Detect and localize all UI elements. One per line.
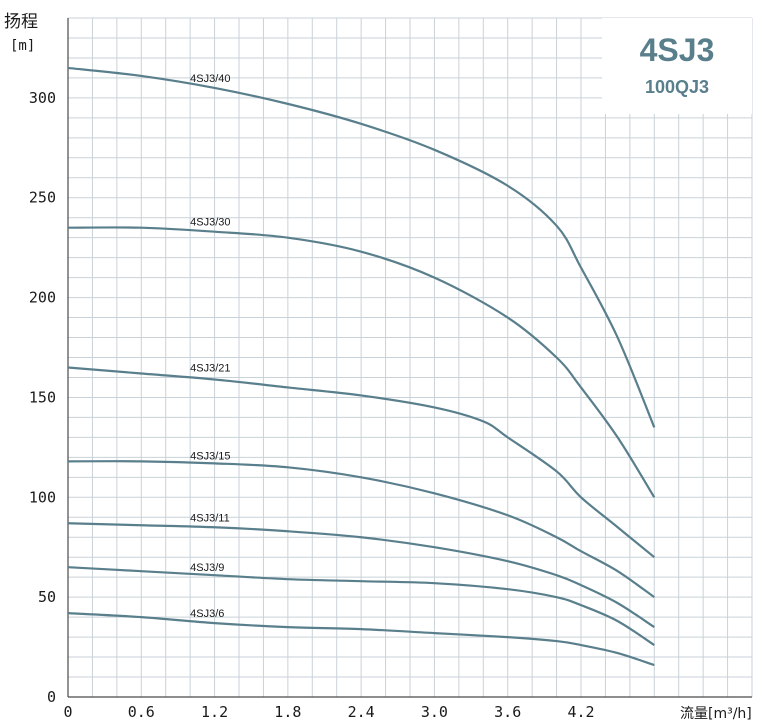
y-axis-title: 扬程	[4, 12, 38, 32]
x-tick-label: 1.2	[201, 703, 228, 721]
model-title: 4SJ3	[640, 32, 715, 68]
x-tick-label: 0.6	[128, 703, 155, 721]
curve-4sj3-11	[67, 522, 655, 629]
series-label: 4SJ3/6	[190, 608, 224, 620]
series-label: 4SJ3/21	[190, 362, 230, 374]
tick-labels: 0 0.6 1.2 1.8 2.4 3.0 3.6 4.2 0 50 100 150 200 250 300	[29, 89, 595, 721]
series-label: 4SJ3/9	[190, 562, 224, 574]
series-label: 4SJ3/15	[190, 450, 230, 462]
x-tick-label: 2.4	[348, 703, 375, 721]
y-tick-label: 300	[29, 89, 56, 107]
series-label: 4SJ3/11	[190, 512, 230, 524]
curve-4sj3-15	[67, 460, 655, 599]
model-box: 4SJ3 100QJ3	[602, 18, 752, 114]
x-tick-label: 1.8	[274, 703, 301, 721]
series-label: 4SJ3/30	[190, 217, 230, 229]
axes	[67, 18, 752, 698]
x-axis-title: 流量[m³/h]	[680, 706, 752, 722]
y-tick-label: 50	[38, 588, 56, 606]
y-tick-label: 150	[29, 388, 56, 406]
y-tick-label: 200	[29, 289, 56, 307]
y-axis-unit: [m]	[10, 38, 35, 54]
x-tick-label: 0	[63, 703, 72, 721]
grid	[68, 17, 753, 697]
curve-4sj3-30	[67, 226, 656, 498]
series-label: 4SJ3/40	[190, 73, 230, 85]
x-tick-label: 4.2	[567, 703, 594, 721]
curves	[67, 66, 656, 667]
y-tick-label: 0	[47, 688, 56, 706]
y-tick-label: 250	[29, 189, 56, 207]
curve-4sj3-21	[67, 366, 655, 559]
x-tick-label: 3.0	[421, 703, 448, 721]
curve-4sj3-40	[67, 66, 656, 428]
series-labels: 4SJ3/40 4SJ3/30 4SJ3/21 4SJ3/15 4SJ3/11 4SJ3/…	[190, 73, 230, 620]
model-subtitle: 100QJ3	[645, 77, 709, 97]
y-tick-label: 100	[29, 488, 56, 506]
curve-4sj3-9	[67, 566, 655, 647]
x-tick-label: 3.6	[494, 703, 521, 721]
model-box-background	[602, 18, 752, 114]
curve-4sj3-6	[67, 612, 655, 667]
